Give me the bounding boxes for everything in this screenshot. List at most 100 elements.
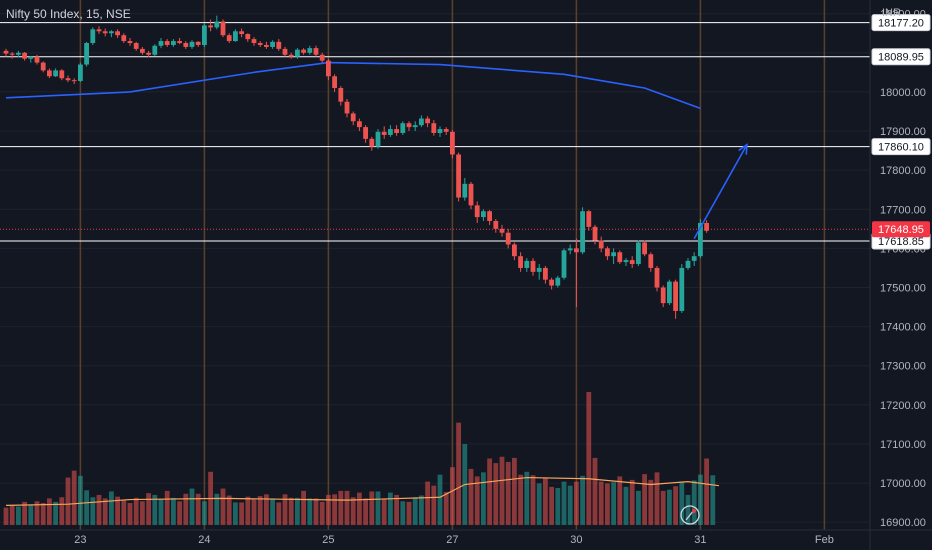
replay-icon[interactable] bbox=[680, 505, 700, 525]
volume-bar bbox=[245, 496, 251, 525]
candle-body bbox=[338, 88, 344, 102]
level-badge-text: 18177.20 bbox=[878, 18, 924, 30]
volume-bar bbox=[406, 501, 412, 525]
volume-bar bbox=[437, 474, 443, 525]
candle-body bbox=[611, 252, 616, 257]
x-axis-labels: 23 24 25 27 30 31 Feb bbox=[74, 534, 834, 546]
volume-bar bbox=[636, 490, 641, 525]
volume-bar bbox=[481, 472, 486, 525]
volume-bar bbox=[59, 497, 65, 525]
candle-body bbox=[183, 43, 189, 47]
volume-bar bbox=[53, 501, 58, 525]
volume-bar bbox=[704, 458, 709, 525]
volume-bar bbox=[667, 489, 672, 525]
last-price-badge-box bbox=[872, 221, 930, 238]
candle-body bbox=[406, 123, 412, 128]
volume-bar bbox=[34, 501, 40, 525]
session-separators bbox=[79, 0, 826, 530]
volume-bar bbox=[592, 457, 598, 525]
volume-bar bbox=[586, 392, 592, 525]
ma-line bbox=[5, 61, 701, 110]
volume-bar bbox=[493, 463, 499, 525]
y-tick-label: 17500.00 bbox=[880, 282, 926, 294]
candle-body bbox=[344, 101, 350, 114]
candle-body bbox=[16, 52, 21, 55]
candle-body bbox=[332, 76, 337, 89]
y-tick-label: 17700.00 bbox=[880, 204, 926, 216]
candle-body bbox=[28, 56, 34, 59]
candle-body bbox=[679, 267, 685, 311]
volume-bar bbox=[698, 474, 703, 525]
candle-body bbox=[270, 41, 275, 47]
volume-bar bbox=[598, 481, 604, 525]
level-badge-text: 18089.95 bbox=[878, 52, 924, 64]
candle-body bbox=[226, 35, 232, 42]
volume-bar bbox=[264, 494, 269, 525]
candle-body bbox=[381, 131, 387, 135]
candle-body bbox=[152, 45, 158, 55]
volume-bar bbox=[363, 498, 368, 525]
volume-bar bbox=[313, 498, 319, 525]
candle-body bbox=[288, 54, 294, 57]
volume-bar bbox=[115, 496, 120, 525]
candle-body bbox=[412, 125, 418, 128]
candle-body bbox=[586, 211, 592, 227]
level-badge-box bbox=[871, 138, 931, 156]
candle-body bbox=[140, 48, 145, 53]
volume-bar bbox=[195, 493, 201, 525]
volume-bar bbox=[332, 494, 337, 525]
candle-body bbox=[202, 25, 207, 45]
currency-label: INR bbox=[882, 7, 901, 19]
volume-bar bbox=[450, 467, 455, 525]
candle-body bbox=[660, 287, 666, 304]
y-tick-label: 18000.00 bbox=[880, 87, 926, 99]
volume-bar bbox=[549, 486, 554, 525]
candle-body bbox=[530, 260, 536, 272]
y-tick-label: 17300.00 bbox=[880, 361, 926, 373]
candle-body bbox=[629, 260, 635, 265]
volume-bar bbox=[468, 468, 474, 525]
candle-body bbox=[636, 242, 641, 265]
chart-title: Nifty 50 Index, 15, NSE bbox=[6, 7, 131, 21]
candle-body bbox=[350, 113, 356, 122]
volume-bar bbox=[400, 501, 406, 525]
volume-bar bbox=[375, 491, 381, 525]
candle-body bbox=[78, 64, 83, 81]
candle-body bbox=[3, 50, 9, 54]
candle-body bbox=[59, 70, 65, 79]
candle-body bbox=[177, 41, 182, 44]
volume-bar bbox=[456, 422, 461, 525]
candle-body bbox=[90, 29, 96, 44]
candle-body bbox=[307, 48, 313, 53]
volume-bar bbox=[487, 458, 492, 525]
candle-body bbox=[468, 183, 474, 206]
candle-body bbox=[536, 267, 542, 272]
volume-bar bbox=[605, 483, 610, 525]
volume-bar bbox=[617, 476, 623, 525]
volume-bar bbox=[431, 485, 437, 525]
candle-body bbox=[561, 250, 567, 278]
moving-average bbox=[5, 61, 701, 110]
volume-bar bbox=[226, 495, 232, 525]
level-badge-box bbox=[871, 48, 931, 66]
volume-bar bbox=[524, 471, 530, 525]
volume-bar bbox=[16, 506, 21, 525]
candle-body bbox=[642, 242, 647, 255]
volume-bar bbox=[394, 494, 399, 525]
candle-body bbox=[319, 54, 325, 61]
candle-body bbox=[9, 53, 15, 55]
volume-bar bbox=[555, 487, 561, 525]
y-tick-label: 17000.00 bbox=[880, 478, 926, 490]
volume-bar bbox=[288, 497, 294, 525]
candle-body bbox=[549, 279, 554, 286]
candle-body bbox=[400, 123, 406, 133]
volume-bar bbox=[307, 498, 313, 525]
candle-body bbox=[388, 129, 393, 135]
y-tick-label: 17200.00 bbox=[880, 400, 926, 412]
candle-body bbox=[47, 70, 52, 77]
candle-body bbox=[512, 244, 517, 257]
projection-arrow[interactable] bbox=[693, 143, 748, 239]
candle-body bbox=[34, 56, 40, 63]
